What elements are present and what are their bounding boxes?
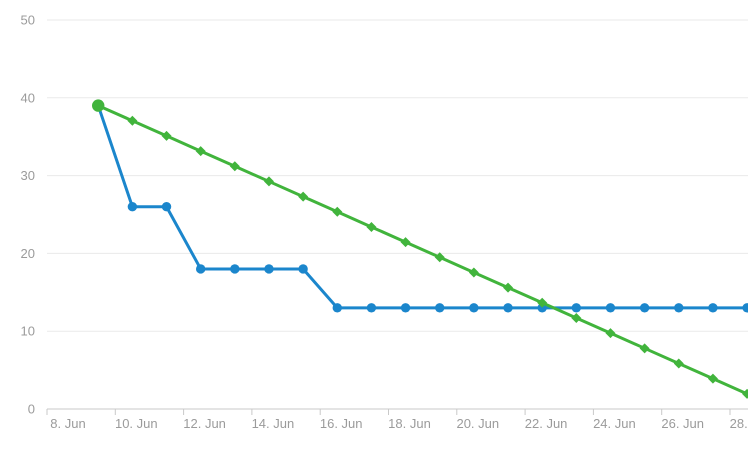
data-point-ideal-burndown[interactable] bbox=[639, 343, 650, 354]
data-point-remaining-effort[interactable] bbox=[195, 264, 206, 274]
data-point-ideal-burndown[interactable] bbox=[229, 161, 240, 172]
y-axis-label: 10 bbox=[21, 324, 35, 339]
data-point-ideal-burndown[interactable] bbox=[537, 297, 548, 308]
data-point-remaining-effort[interactable] bbox=[366, 303, 377, 313]
data-point-remaining-effort[interactable] bbox=[742, 303, 748, 313]
data-point-ideal-burndown[interactable] bbox=[195, 146, 206, 157]
data-point-ideal-burndown[interactable] bbox=[298, 191, 309, 202]
x-axis-label: 12. Jun bbox=[183, 416, 226, 431]
data-point-ideal-burndown[interactable] bbox=[468, 267, 479, 278]
data-point-remaining-effort[interactable] bbox=[298, 264, 308, 274]
data-point-ideal-burndown[interactable] bbox=[605, 328, 616, 339]
y-axis-label: 0 bbox=[28, 402, 35, 417]
data-point-remaining-effort[interactable] bbox=[435, 303, 445, 313]
data-point-ideal-burndown[interactable] bbox=[127, 115, 138, 126]
data-point-remaining-effort[interactable] bbox=[571, 303, 582, 313]
x-axis-label: 16. Jun bbox=[320, 416, 363, 431]
data-point-ideal-burndown[interactable] bbox=[673, 358, 684, 369]
data-point-ideal-burndown[interactable] bbox=[332, 206, 343, 217]
x-axis-label: 14. Jun bbox=[252, 416, 295, 431]
x-axis-label: 10. Jun bbox=[115, 416, 158, 431]
data-point-remaining-effort[interactable] bbox=[537, 303, 547, 313]
data-point-remaining-effort[interactable] bbox=[161, 202, 172, 212]
series-line-remaining-effort bbox=[96, 104, 748, 310]
x-axis-label: 20. Jun bbox=[456, 416, 499, 431]
data-point-ideal-burndown[interactable] bbox=[571, 312, 582, 323]
data-point-ideal-burndown[interactable] bbox=[263, 176, 274, 187]
x-axis-label: 28. Jun bbox=[730, 416, 748, 431]
data-point-ideal-burndown[interactable] bbox=[161, 130, 172, 141]
data-point-remaining-effort[interactable] bbox=[674, 303, 684, 313]
data-point-ideal-burndown[interactable] bbox=[503, 282, 514, 293]
y-axis-label: 20 bbox=[21, 246, 35, 261]
y-axis-label: 50 bbox=[21, 13, 35, 28]
data-point-remaining-effort[interactable] bbox=[332, 303, 342, 313]
data-point-ideal-burndown[interactable] bbox=[742, 388, 748, 399]
data-point-remaining-effort[interactable] bbox=[605, 303, 616, 313]
y-axis-label: 40 bbox=[21, 90, 35, 105]
data-point-ideal-burndown[interactable] bbox=[434, 252, 445, 263]
data-point-ideal-burndown[interactable] bbox=[366, 221, 377, 232]
data-point-remaining-effort[interactable] bbox=[503, 303, 513, 313]
data-point-remaining-effort[interactable] bbox=[127, 202, 138, 212]
data-point-remaining-effort[interactable] bbox=[639, 303, 650, 313]
data-point-remaining-effort[interactable] bbox=[264, 264, 274, 274]
y-axis-label: 30 bbox=[21, 168, 35, 183]
data-point-remaining-effort[interactable] bbox=[469, 303, 479, 313]
data-point-remaining-effort[interactable] bbox=[230, 264, 240, 274]
data-point-ideal-burndown[interactable] bbox=[400, 237, 411, 248]
x-axis-label: 26. Jun bbox=[661, 416, 704, 431]
x-axis-label: 8. Jun bbox=[50, 416, 85, 431]
data-point-ideal-burndown[interactable] bbox=[707, 373, 718, 384]
x-axis-label: 18. Jun bbox=[388, 416, 431, 431]
data-point-ideal-burndown[interactable] bbox=[92, 99, 105, 112]
x-axis-label: 22. Jun bbox=[525, 416, 568, 431]
data-point-remaining-effort[interactable] bbox=[400, 303, 411, 313]
data-point-remaining-effort[interactable] bbox=[708, 303, 718, 313]
x-axis-label: 24. Jun bbox=[593, 416, 636, 431]
